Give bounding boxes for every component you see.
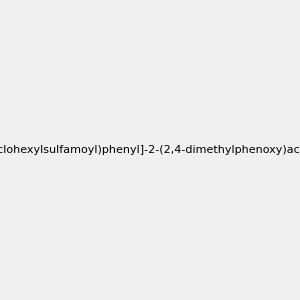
Text: N-[4-(cyclohexylsulfamoyl)phenyl]-2-(2,4-dimethylphenoxy)acetamide: N-[4-(cyclohexylsulfamoyl)phenyl]-2-(2,4… — [0, 145, 300, 155]
